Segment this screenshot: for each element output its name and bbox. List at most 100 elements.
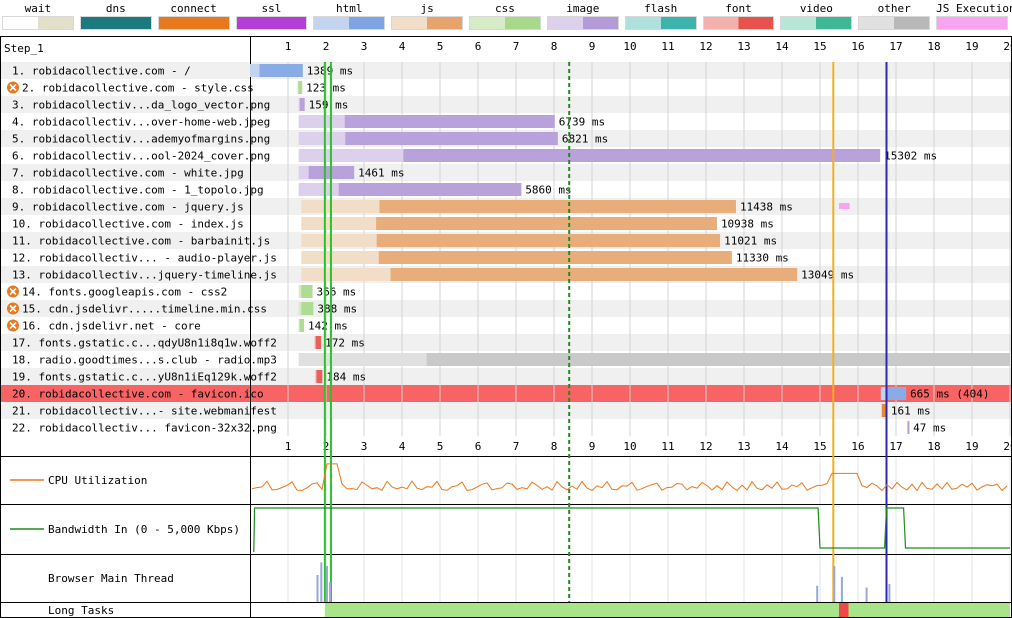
axis-tick-label: 18 (927, 440, 940, 453)
request-label: 13. robidacollectiv...jquery-timeline.js (12, 269, 277, 282)
axis-tick-label: 2 (323, 40, 330, 53)
row-stripe (1, 334, 1011, 351)
main-thread-activity (833, 566, 836, 602)
warning-icon-cross (9, 321, 17, 330)
legend-item-ssl: ssl (235, 0, 308, 34)
axis-tick-label: 1 (285, 40, 292, 53)
request-duration: 159 ms (309, 99, 349, 112)
request-duration: 13049 ms (801, 269, 854, 282)
axis-tick-label: 6 (475, 40, 482, 53)
request-bar-download (907, 421, 910, 434)
request-bar-download (301, 285, 313, 298)
request-label: 16. cdn.jsdelivr.net - core (22, 320, 201, 333)
panel-label: Bandwidth In (0 - 5,000 Kbps) (48, 523, 240, 536)
request-bar-download (338, 183, 522, 196)
request-duration: 161 ms (891, 405, 931, 418)
long-tasks-bar (324, 603, 1010, 617)
waterfall-legend: wait dns connect ssl html js css image flash font… (0, 0, 1012, 34)
request-bar-download (403, 149, 881, 162)
axis-tick-label: 9 (589, 40, 596, 53)
request-label: 15. cdn.jsdelivr.....timeline.min.css (22, 303, 267, 316)
legend-item-other: other (858, 0, 931, 34)
request-duration: 5860 ms (525, 184, 571, 197)
main-thread-activity (865, 587, 868, 602)
axis-tick-label: 12 (699, 440, 712, 453)
axis-tick-label: 20 (1003, 40, 1012, 53)
axis-tick-label: 12 (699, 40, 712, 53)
axis-tick-label: 3 (361, 40, 368, 53)
cpu-trace (251, 463, 1008, 492)
waterfall-chart: 1122334455667788991010111112121313141415… (0, 36, 1012, 618)
legend-item-connect: connect (157, 0, 230, 34)
request-bar-download (301, 302, 314, 315)
request-label: 18. radio.goodtimes...s.club - radio.mp3 (12, 354, 277, 367)
bandwidth-trace (253, 507, 1010, 553)
legend-swatch (546, 16, 619, 30)
request-label: 11. robidacollective.com - barbainit.js (12, 235, 270, 248)
legend-label: video (799, 2, 833, 15)
request-label: 2. robidacollective.com - style.css (22, 82, 254, 95)
request-label: 19. fonts.gstatic.c...yU8n1iEq129k.woff2 (12, 371, 277, 384)
request-label: 6. robidacollectiv...ool-2024_cover.png (12, 150, 270, 163)
legend-swatch (858, 16, 931, 30)
axis-tick-label: 14 (775, 440, 789, 453)
request-duration: 6821 ms (562, 133, 608, 146)
warning-icon-cross (9, 304, 17, 313)
request-bar-download (299, 98, 305, 111)
request-duration: 388 ms (317, 303, 357, 316)
panel-label: CPU Utilization (48, 474, 147, 487)
axis-tick-label: 20 (1003, 440, 1012, 453)
axis-tick-label: 5 (437, 440, 444, 453)
request-label: 21. robidacollectiv...- site.webmanifest (12, 405, 277, 418)
row-stripe (1, 300, 1011, 317)
js-execution-mark (839, 203, 850, 209)
row-stripe (1, 402, 1011, 419)
request-label: 5. robidacollectiv...ademyofmargins.png (12, 133, 270, 146)
axis-tick-label: 16 (851, 40, 864, 53)
request-duration: 11438 ms (740, 201, 793, 214)
axis-tick-label: 10 (623, 40, 636, 53)
request-bar-download (881, 404, 887, 417)
axis-tick-label: 17 (889, 40, 902, 53)
legend-item-video: video (780, 0, 853, 34)
main-thread-activity (326, 566, 328, 602)
request-label: 4. robidacollectiv...over-home-web.jpeg (12, 116, 270, 129)
axis-tick-label: 13 (737, 440, 750, 453)
legend-label: connect (170, 2, 217, 15)
axis-tick-label: 5 (437, 40, 444, 53)
request-label: 8. robidacollective.com - 1_topolo.jpg (12, 184, 264, 197)
request-duration: 11021 ms (724, 235, 777, 248)
axis-tick-label: 19 (965, 440, 978, 453)
legend-item-wait: wait (2, 0, 74, 34)
request-bar-download (376, 217, 717, 230)
axis-tick-label: 14 (775, 40, 789, 53)
request-bar-download (299, 319, 305, 332)
axis-tick-label: 2 (323, 440, 330, 453)
request-label: 12. robidacollectiv... - audio-player.js (12, 252, 277, 265)
request-duration: 184 ms (326, 371, 366, 384)
request-duration: 172 ms (325, 337, 365, 350)
axis-tick-label: 4 (399, 440, 406, 453)
request-duration: 665 ms (404) (910, 388, 989, 401)
main-thread-activity (316, 575, 319, 602)
main-thread-activity (888, 584, 891, 602)
request-label: 7. robidacollective.com - white.jpg (12, 167, 244, 180)
row-stripe (1, 164, 1011, 181)
axis-tick-label: 11 (661, 40, 674, 53)
request-duration: 47 ms (913, 422, 946, 435)
request-label: 3. robidacollectiv...da_logo_vector.png (12, 99, 270, 112)
axis-tick-label: 3 (361, 440, 368, 453)
warning-icon-cross (9, 287, 17, 296)
panel-label: Long Tasks (48, 604, 114, 617)
axis-tick-label: 13 (737, 40, 750, 53)
legend-swatch (702, 16, 775, 30)
warning-icon-cross (9, 83, 17, 92)
request-label: 17. fonts.gstatic.c...qdyU8n1i8q1w.woff2 (12, 337, 277, 350)
legend-item-image: image (546, 0, 619, 34)
legend-label: js (420, 2, 434, 15)
request-bar-download (259, 64, 303, 77)
request-bar-download (345, 132, 558, 145)
request-label: 1. robidacollective.com - / (12, 65, 191, 78)
request-label: 20. robidacollective.com - favicon.ico (12, 388, 264, 401)
main-thread-activity (329, 582, 332, 602)
